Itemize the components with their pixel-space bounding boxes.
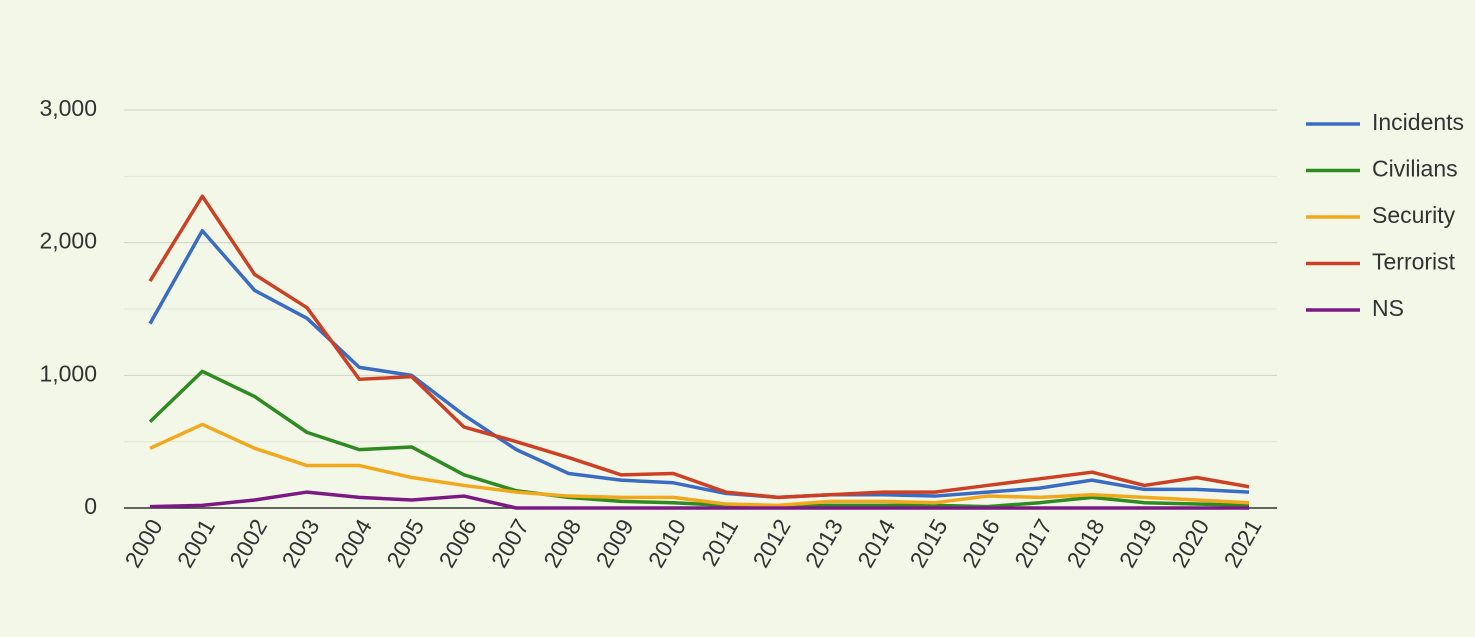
y-tick-label: 3,000 <box>39 95 97 121</box>
y-tick-label: 0 <box>84 493 97 519</box>
line-series <box>149 490 1249 510</box>
line-series <box>148 369 1250 509</box>
legend-label: Security <box>1372 202 1456 228</box>
legend-label: Terrorist <box>1372 249 1456 275</box>
y-tick-label: 1,000 <box>39 360 97 386</box>
line-series <box>149 422 1250 508</box>
legend-label: NS <box>1372 295 1404 321</box>
line-series <box>148 194 1250 500</box>
legend-label: Incidents <box>1372 109 1464 135</box>
y-tick-label: 2,000 <box>39 228 97 254</box>
legend-label: Civilians <box>1372 156 1458 182</box>
